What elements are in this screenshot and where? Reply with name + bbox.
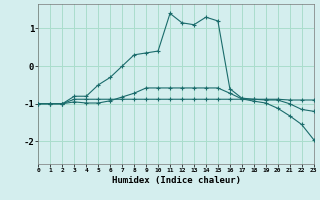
X-axis label: Humidex (Indice chaleur): Humidex (Indice chaleur) <box>111 176 241 185</box>
